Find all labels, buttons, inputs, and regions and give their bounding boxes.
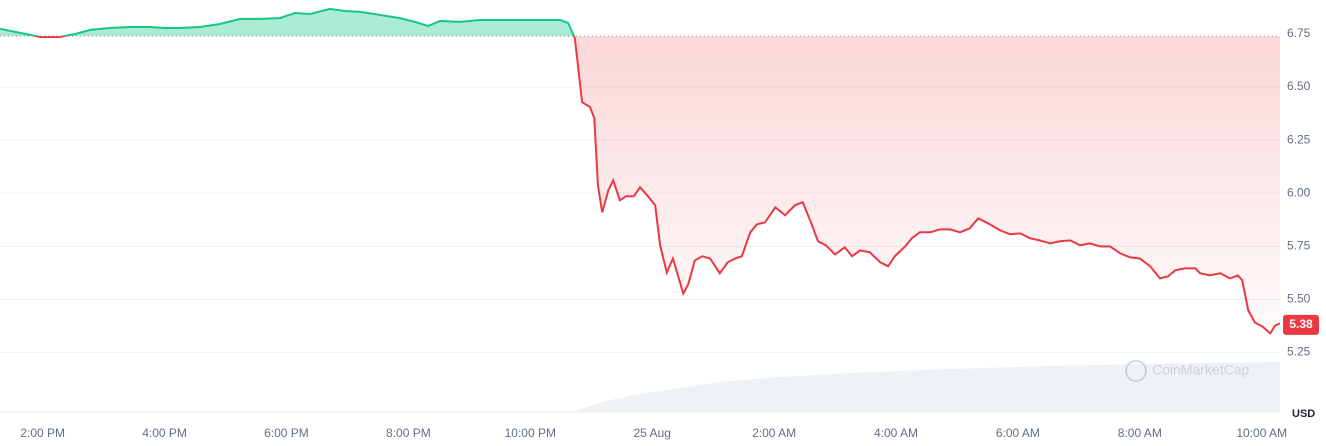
area-down	[0, 36, 1280, 334]
x-tick-label: 6:00 PM	[264, 426, 309, 440]
x-tick-label: 10:00 AM	[1236, 426, 1287, 440]
area-up	[0, 8, 574, 37]
x-tick-label: 8:00 PM	[386, 426, 431, 440]
price-tag-label: 5.38	[1289, 317, 1313, 331]
x-tick-label: 6:00 AM	[996, 426, 1040, 440]
price-line-down	[30, 36, 1281, 335]
y-tick-label: 6.25	[1287, 132, 1311, 146]
x-tick-label: 8:00 AM	[1118, 426, 1162, 440]
x-tick-label: 4:00 PM	[142, 426, 187, 440]
y-tick-label: 6.50	[1287, 79, 1311, 93]
y-tick-label: 5.25	[1287, 345, 1311, 359]
volume-area	[0, 362, 1280, 412]
price-tag	[1283, 314, 1319, 335]
x-tick-label: 2:00 AM	[752, 426, 796, 440]
watermark-text: CoinMarketCap	[1152, 362, 1249, 378]
y-tick-label: 5.75	[1287, 239, 1311, 253]
x-tick-label: 25 Aug	[634, 426, 671, 440]
unit-label: USD	[1292, 408, 1315, 420]
y-tick-label: 6.00	[1287, 185, 1311, 199]
x-tick-label: 4:00 AM	[874, 426, 918, 440]
y-tick-label: 5.50	[1287, 292, 1311, 306]
x-tick-label: 2:00 PM	[20, 426, 65, 440]
price-line-up	[0, 7, 576, 37]
y-tick-label: 6.75	[1287, 26, 1311, 40]
watermark: CoinMarketCap	[1125, 360, 1249, 382]
x-tick-label: 10:00 PM	[505, 426, 556, 440]
